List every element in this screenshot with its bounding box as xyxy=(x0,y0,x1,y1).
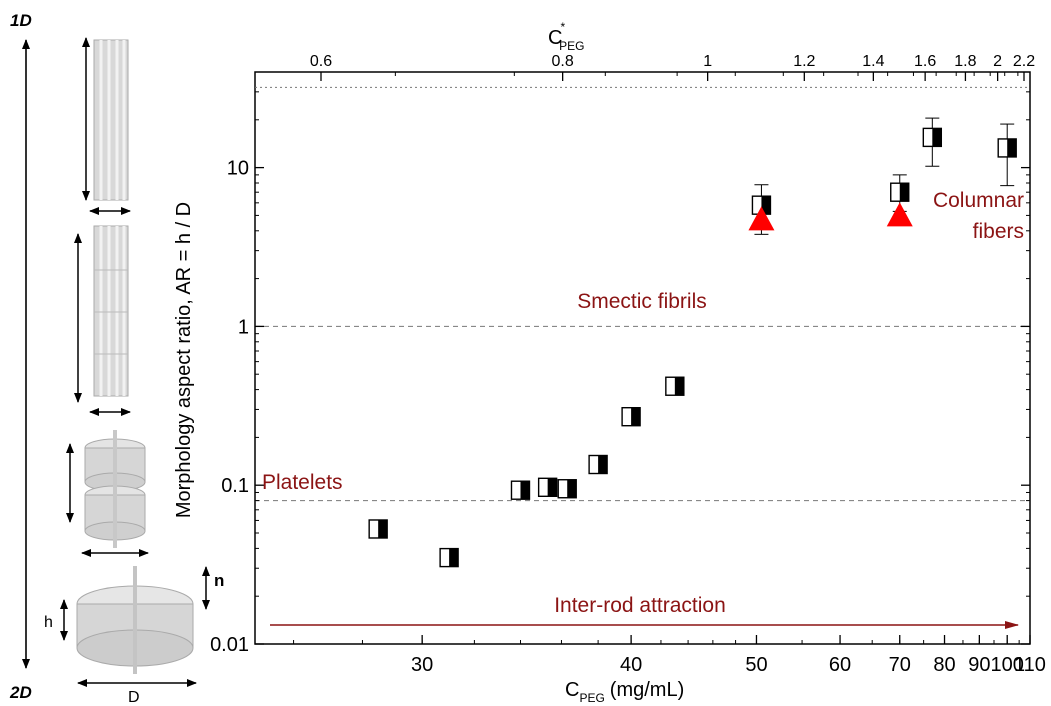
y-tick-label: 0.01 xyxy=(210,634,249,656)
half-filled-square-marker xyxy=(439,547,459,568)
annotation-smectic: Smectic fibrils xyxy=(577,290,707,313)
x-tick-label: 70 xyxy=(889,654,911,676)
label-n: n xyxy=(214,571,224,590)
x-tick-label: 30 xyxy=(411,654,433,676)
reference-lines xyxy=(255,86,1030,502)
half-filled-square-marker xyxy=(621,407,641,427)
y-axis-ticks: 0.01 0.1 1 10 xyxy=(210,71,1030,656)
annotation-inter-rod: Inter-rod attraction xyxy=(554,594,726,617)
top-tick-label: 1.6 xyxy=(914,53,936,70)
data-markers xyxy=(368,127,1017,568)
y-tick-label: 0.1 xyxy=(221,475,249,497)
annotation-platelets: Platelets xyxy=(262,471,343,494)
x-axis-title: CPEG (mg/mL) xyxy=(565,679,684,705)
y-tick-label: 10 xyxy=(227,158,249,180)
half-filled-square-marker xyxy=(922,127,943,148)
marker-fill xyxy=(547,478,557,497)
marker-fill xyxy=(932,128,942,147)
top-tick-label: 0.6 xyxy=(310,53,332,70)
label-2d: 2D xyxy=(9,683,32,702)
top-tick-label: 1.2 xyxy=(793,53,815,70)
marker-fill xyxy=(449,548,459,567)
marker-fill xyxy=(899,183,909,202)
y-tick-label: 1 xyxy=(238,316,249,338)
top-tick-label: 1.8 xyxy=(954,53,976,70)
error-bars xyxy=(754,117,1015,235)
top-axis-ticks: 0.6 0.8 1 1.2 1.4 1.6 1.8 2 2.2 xyxy=(310,53,1035,81)
x-tick-label: 100 xyxy=(991,654,1024,676)
half-filled-square-marker xyxy=(588,454,608,475)
half-filled-square-marker xyxy=(665,376,685,396)
marker-fill xyxy=(674,377,684,396)
red-triangle-marker xyxy=(886,202,913,227)
morphology-schematic: 1D 2D xyxy=(9,11,224,706)
red-triangle-marker xyxy=(748,206,775,231)
top-tick-label: 2.2 xyxy=(1013,53,1035,70)
half-filled-square-marker xyxy=(557,479,577,499)
x-tick-label: 60 xyxy=(829,654,851,676)
annotation-fibers: fibers xyxy=(973,220,1024,243)
annotation-columnar: Columnar xyxy=(933,189,1024,212)
half-filled-square-marker xyxy=(997,138,1017,158)
plot-frame xyxy=(254,71,1031,645)
marker-fill xyxy=(631,407,641,426)
columnar-fiber-illustration xyxy=(82,37,131,215)
x-tick-label: 110 xyxy=(1014,654,1046,676)
half-filled-square-marker xyxy=(368,519,388,539)
smectic-fibril-illustration xyxy=(74,225,131,416)
marker-fill xyxy=(520,481,530,500)
half-filled-square-marker xyxy=(510,480,531,500)
y-axis-title: Morphology aspect ratio, AR = h / D xyxy=(173,202,195,518)
single-platelet-illustration xyxy=(60,566,210,687)
top-axis-title: C* PEG xyxy=(548,20,584,53)
marker-fill xyxy=(567,479,577,498)
x-tick-label: 90 xyxy=(968,654,990,676)
label-d: D xyxy=(128,689,140,706)
x-tick-label: 40 xyxy=(620,654,642,676)
top-tick-label: 1 xyxy=(703,53,712,70)
stacked-platelets-illustration xyxy=(66,430,149,557)
marker-fill xyxy=(378,519,388,538)
x-tick-label: 50 xyxy=(745,654,767,676)
top-tick-label: 1.4 xyxy=(862,53,884,70)
marker-fill xyxy=(598,455,608,474)
top-tick-label: 2 xyxy=(993,53,1002,70)
top-tick-label: 0.8 xyxy=(552,53,574,70)
label-1d: 1D xyxy=(10,11,32,30)
half-filled-square-marker xyxy=(890,182,910,202)
half-filled-square-marker xyxy=(537,477,558,498)
label-h: h xyxy=(44,614,53,631)
x-tick-label: 80 xyxy=(933,654,955,676)
marker-fill xyxy=(1007,138,1017,157)
marker-fill xyxy=(761,196,771,215)
